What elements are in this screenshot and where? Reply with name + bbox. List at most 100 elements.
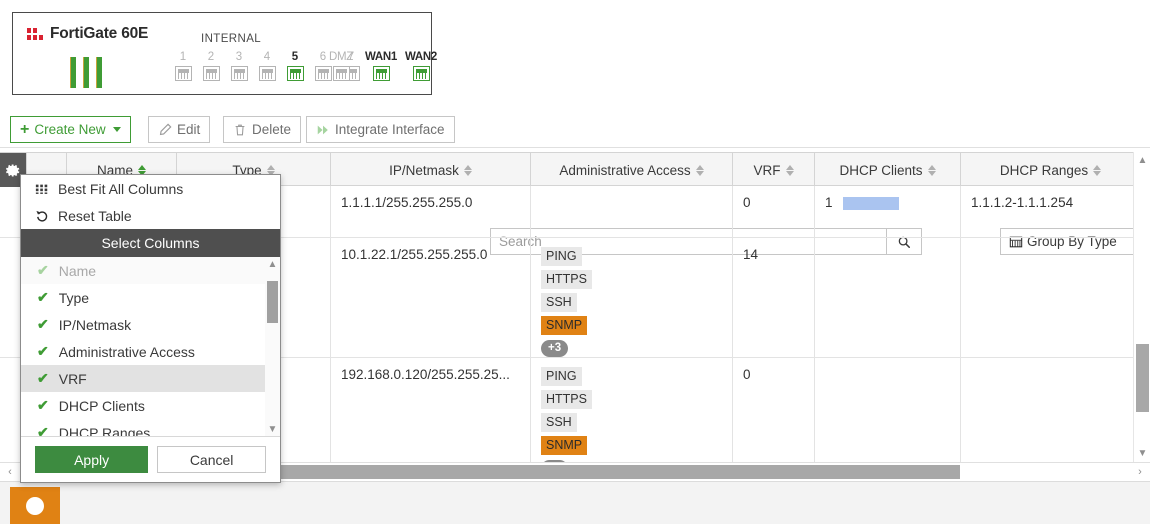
admin-access-more-badge[interactable]: +3 [541, 340, 569, 357]
floating-action-button[interactable] [10, 487, 60, 524]
ethernet-jack-icon [372, 66, 390, 81]
fast-forward-icon [317, 125, 328, 134]
port-wan1[interactable]: WAN1 [361, 51, 401, 81]
cell-ip-netmask: 192.168.0.120/255.255.25... [330, 358, 530, 462]
port-2[interactable]: 2 [197, 51, 225, 81]
scroll-down-icon[interactable]: ▼ [1137, 448, 1148, 459]
fortinet-logo-icon [27, 28, 43, 40]
edit-button[interactable]: Edit [148, 116, 211, 143]
column-option-dhcp-clients[interactable]: ✔ DHCP Clients [21, 392, 280, 419]
column-header-administrative-access[interactable]: Administrative Access [530, 153, 732, 187]
port-1[interactable]: 1 [169, 51, 197, 81]
sort-icon[interactable] [1093, 164, 1102, 176]
cell-dhcp-clients: 1 [814, 186, 960, 237]
scroll-down-icon[interactable]: ▼ [267, 424, 278, 435]
edit-label: Edit [177, 122, 201, 137]
integrate-interface-button[interactable]: Integrate Interface [306, 116, 455, 143]
column-header-label: DHCP Clients [839, 162, 923, 178]
search-button[interactable] [886, 228, 922, 255]
table-row[interactable]: face192.168.0.120/255.255.25...PINGHTTPS… [0, 358, 1150, 462]
sort-icon[interactable] [266, 164, 275, 176]
column-header-type[interactable]: Type [176, 153, 330, 187]
column-option-label: Administrative Access [58, 343, 195, 360]
apply-button[interactable]: Apply [35, 446, 149, 473]
column-header-dhcp-ranges[interactable]: DHCP Ranges [960, 153, 1140, 187]
check-icon: ✔ [37, 316, 49, 332]
cell-dhcp-ranges: 1.1.1.2-1.1.1.254 [960, 186, 1140, 237]
check-icon: ✔ [37, 397, 49, 413]
scroll-up-icon[interactable]: ▲ [267, 259, 278, 270]
menu-item-label: Best Fit All Columns [58, 180, 184, 197]
menu-item-best-fit-all-columns[interactable]: Best Fit All Columns [21, 175, 280, 202]
menu-vertical-scrollbar[interactable]: ▲ ▼ [265, 257, 280, 436]
sort-icon[interactable] [695, 164, 704, 176]
column-header-ip-netmask[interactable]: IP/Netmask [330, 153, 530, 187]
ethernet-jack-icon [314, 66, 332, 81]
table-vertical-scrollbar[interactable]: ▲ ▼ [1133, 152, 1150, 462]
pencil-icon [159, 123, 172, 135]
column-header-select [26, 153, 66, 187]
internal-group-label: INTERNAL [201, 33, 262, 45]
table-row[interactable]: face1.1.1.1/255.255.255.0011.1.1.2-1.1.1… [0, 186, 1150, 238]
column-option-ip-netmask[interactable]: ✔ IP/Netmask [21, 311, 280, 338]
port-label: WAN2 [404, 51, 438, 63]
port-6[interactable]: 6 [309, 51, 337, 81]
sort-icon[interactable] [785, 164, 794, 176]
internal-port-group: 1 2 3 4 5 6 7 [169, 51, 365, 81]
port-dmz[interactable]: DMZ [321, 51, 361, 81]
sort-icon[interactable] [927, 164, 936, 176]
port-wan2[interactable]: WAN2 [401, 51, 441, 81]
column-header-vrf[interactable]: VRF [732, 153, 814, 187]
ethernet-jack-icon [258, 66, 276, 81]
cell-ip-netmask: 10.1.22.1/255.255.255.0 [330, 238, 530, 357]
cell-ip-netmask: 1.1.1.1/255.255.255.0 [330, 186, 530, 237]
check-icon: ✔ [37, 289, 49, 305]
port-label: WAN1 [364, 51, 398, 63]
column-header-dhcp-clients[interactable]: DHCP Clients [814, 153, 960, 187]
ethernet-jack-icon [286, 66, 304, 81]
menu-scroll-thumb[interactable] [267, 281, 278, 323]
scroll-up-icon[interactable]: ▲ [1137, 155, 1148, 166]
sort-icon[interactable] [138, 164, 146, 176]
scroll-left-icon[interactable]: ‹ [8, 466, 12, 478]
admin-access-more-badge[interactable]: +4 [541, 460, 569, 462]
ethernet-jack-icon [332, 66, 350, 81]
column-header-name[interactable]: Name [66, 153, 176, 187]
port-5[interactable]: 5 [281, 51, 309, 81]
undo-icon [36, 210, 48, 222]
port-label: 2 [207, 51, 215, 63]
scroll-right-icon[interactable]: › [1138, 466, 1142, 478]
vertical-scroll-thumb[interactable] [1136, 344, 1149, 412]
trash-icon [235, 124, 245, 135]
menu-actions: Apply Cancel [21, 437, 280, 482]
column-header-label: IP/Netmask [389, 162, 459, 178]
table-top-divider [0, 147, 1150, 148]
gear-icon [5, 164, 19, 176]
column-option-name: ✔ Name [21, 257, 280, 284]
column-header-label: Administrative Access [559, 162, 691, 178]
column-option-label: IP/Netmask [58, 316, 132, 333]
port-3[interactable]: 3 [225, 51, 253, 81]
column-option-vrf[interactable]: ✔ VRF [21, 365, 280, 392]
port-4[interactable]: 4 [253, 51, 281, 81]
table-settings-menu: Best Fit All Columns Reset Table Select … [20, 174, 281, 483]
search-icon [898, 236, 910, 248]
column-option-dhcp-ranges[interactable]: ✔ DHCP Ranges [21, 419, 280, 437]
device-front-bars-icon [70, 57, 102, 88]
column-option-label: DHCP Ranges [58, 424, 151, 437]
sort-icon[interactable] [463, 164, 472, 176]
create-new-button[interactable]: + Create New [10, 116, 131, 143]
cancel-button[interactable]: Cancel [157, 446, 266, 473]
column-option-type[interactable]: ✔ Type [21, 284, 280, 311]
check-icon: ✔ [37, 343, 49, 359]
port-label: 4 [263, 51, 271, 63]
admin-access-tag: PING [541, 367, 582, 386]
cell-vrf: 14 [732, 238, 814, 357]
menu-item-reset-table[interactable]: Reset Table [21, 202, 280, 229]
check-icon: ✔ [37, 262, 49, 278]
ethernet-jack-icon [174, 66, 192, 81]
delete-button[interactable]: Delete [223, 116, 302, 143]
column-option-administrative-access[interactable]: ✔ Administrative Access [21, 338, 280, 365]
admin-access-tag: SNMP [541, 316, 588, 335]
